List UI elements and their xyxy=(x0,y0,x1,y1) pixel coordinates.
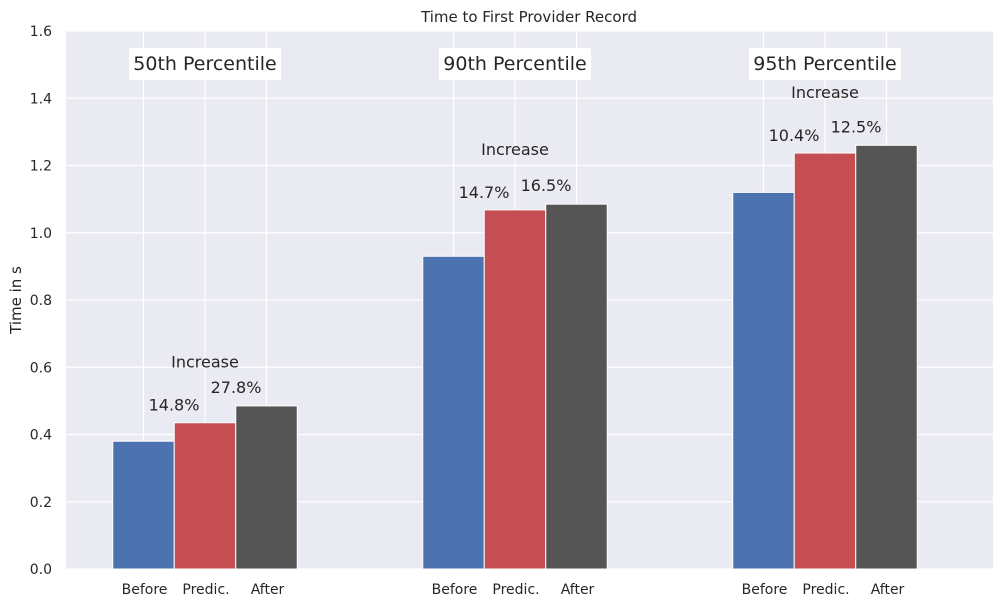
group-title-box xyxy=(439,48,591,80)
axes: 0.0 0.2 0.4 0.6 0.8 1.0 1.2 1.4 1.6 Before Predic.… xyxy=(30,24,905,598)
pct-label-after: 12.5% xyxy=(831,117,882,136)
pct-label-after: 27.8% xyxy=(211,378,262,397)
y-tick-label: 1.0 xyxy=(30,226,52,242)
bar-predic xyxy=(173,422,237,570)
bar-predic xyxy=(793,152,857,570)
x-tick-label: After xyxy=(871,582,905,598)
x-tick-label: Predic. xyxy=(182,582,229,598)
y-tick-label: 1.6 xyxy=(30,24,52,40)
x-tick-label: Before xyxy=(122,582,168,598)
group-title-box xyxy=(749,48,901,80)
x-tick-label: Before xyxy=(432,582,478,598)
pct-label-predic: 10.4% xyxy=(769,126,820,145)
x-tick-label: Before xyxy=(742,582,788,598)
y-tick-label: 0.0 xyxy=(30,562,52,578)
y-tick-label: 1.2 xyxy=(30,159,52,175)
increase-label: Increase xyxy=(481,140,549,159)
y-tick-label: 0.4 xyxy=(30,428,52,444)
y-tick-label: 0.6 xyxy=(30,360,52,376)
bars xyxy=(112,144,918,570)
group-title-box xyxy=(129,48,281,80)
group-title: 90th Percentile xyxy=(443,53,586,75)
pct-label-after: 16.5% xyxy=(521,176,572,195)
bar-before xyxy=(732,191,795,570)
bar-before xyxy=(112,440,175,570)
pct-label-predic: 14.7% xyxy=(459,183,510,202)
x-tick-label: Predic. xyxy=(802,582,849,598)
y-tick-label: 1.4 xyxy=(30,91,52,107)
y-tick-label: 0.2 xyxy=(30,495,52,511)
bar-after xyxy=(545,203,608,570)
group-title: 95th Percentile xyxy=(753,53,896,75)
annotations: 14.8% 27.8% Increase 50th Percentile 14.7% 16… xyxy=(129,48,901,415)
bar-after xyxy=(235,405,298,570)
bar-after xyxy=(855,144,918,570)
chart-title: Time to First Provider Record xyxy=(420,8,637,26)
x-tick-label: After xyxy=(561,582,595,598)
group-title: 50th Percentile xyxy=(133,53,276,75)
bar-predic xyxy=(483,209,547,570)
x-tick-label: After xyxy=(251,582,285,598)
bar-before xyxy=(422,255,485,570)
increase-label: Increase xyxy=(791,83,859,102)
y-axis-label: Time in s xyxy=(7,266,25,335)
pct-label-predic: 14.8% xyxy=(149,396,200,415)
increase-label: Increase xyxy=(171,353,239,372)
x-tick-label: Predic. xyxy=(492,582,539,598)
y-tick-label: 0.8 xyxy=(30,293,52,309)
